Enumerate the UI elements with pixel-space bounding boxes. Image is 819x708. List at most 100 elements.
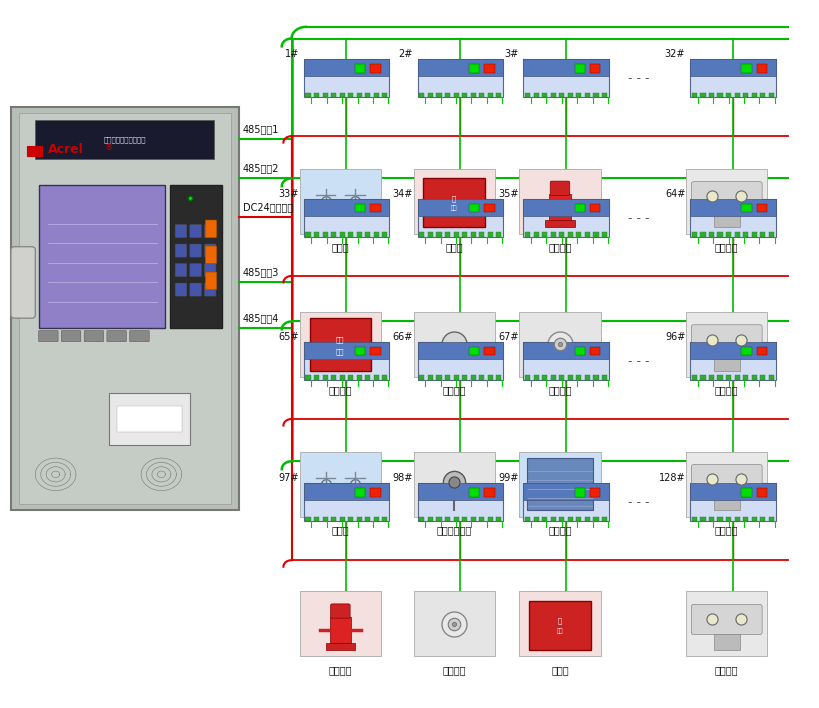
FancyBboxPatch shape <box>602 232 607 237</box>
Text: - - -: - - - <box>627 355 649 367</box>
FancyBboxPatch shape <box>594 375 599 380</box>
FancyBboxPatch shape <box>726 517 731 521</box>
FancyBboxPatch shape <box>373 517 379 521</box>
FancyBboxPatch shape <box>757 204 767 212</box>
FancyBboxPatch shape <box>735 93 740 97</box>
Text: 98#: 98# <box>392 474 413 484</box>
FancyBboxPatch shape <box>304 484 389 501</box>
FancyBboxPatch shape <box>437 232 441 237</box>
FancyBboxPatch shape <box>559 232 564 237</box>
FancyBboxPatch shape <box>585 375 590 380</box>
FancyBboxPatch shape <box>542 232 547 237</box>
FancyBboxPatch shape <box>479 232 484 237</box>
FancyBboxPatch shape <box>116 406 182 432</box>
FancyBboxPatch shape <box>534 232 539 237</box>
Text: 67#: 67# <box>498 332 518 342</box>
FancyBboxPatch shape <box>190 224 201 238</box>
FancyBboxPatch shape <box>462 232 467 237</box>
FancyBboxPatch shape <box>373 375 379 380</box>
FancyBboxPatch shape <box>373 232 379 237</box>
FancyBboxPatch shape <box>370 204 381 212</box>
FancyBboxPatch shape <box>454 93 459 97</box>
FancyBboxPatch shape <box>340 232 345 237</box>
FancyBboxPatch shape <box>525 93 530 97</box>
FancyBboxPatch shape <box>304 59 389 76</box>
FancyBboxPatch shape <box>348 93 353 97</box>
FancyBboxPatch shape <box>414 452 495 517</box>
FancyBboxPatch shape <box>523 59 609 97</box>
FancyBboxPatch shape <box>310 318 371 370</box>
Text: 33#: 33# <box>278 189 299 199</box>
Text: 消防栓: 消防栓 <box>446 242 463 252</box>
FancyBboxPatch shape <box>175 283 187 296</box>
FancyBboxPatch shape <box>414 591 495 656</box>
FancyBboxPatch shape <box>691 605 762 634</box>
FancyBboxPatch shape <box>523 484 609 521</box>
FancyBboxPatch shape <box>84 331 104 342</box>
FancyBboxPatch shape <box>304 484 389 521</box>
FancyBboxPatch shape <box>769 375 774 380</box>
FancyBboxPatch shape <box>107 331 126 342</box>
FancyBboxPatch shape <box>205 283 216 296</box>
FancyBboxPatch shape <box>594 517 599 521</box>
FancyBboxPatch shape <box>175 224 187 238</box>
FancyBboxPatch shape <box>568 232 573 237</box>
FancyBboxPatch shape <box>419 517 424 521</box>
Text: 应急照明: 应急照明 <box>715 525 739 535</box>
FancyBboxPatch shape <box>760 232 765 237</box>
Text: 128#: 128# <box>658 474 686 484</box>
FancyBboxPatch shape <box>304 59 389 97</box>
FancyBboxPatch shape <box>726 93 731 97</box>
FancyBboxPatch shape <box>370 64 381 72</box>
FancyBboxPatch shape <box>300 169 381 234</box>
FancyBboxPatch shape <box>340 517 345 521</box>
FancyBboxPatch shape <box>437 375 441 380</box>
FancyBboxPatch shape <box>545 220 575 227</box>
FancyBboxPatch shape <box>760 375 765 380</box>
FancyBboxPatch shape <box>454 232 459 237</box>
FancyBboxPatch shape <box>355 64 365 72</box>
FancyBboxPatch shape <box>590 489 600 496</box>
FancyBboxPatch shape <box>445 375 450 380</box>
Text: 防栓: 防栓 <box>557 628 563 634</box>
Text: 485总线1: 485总线1 <box>242 124 279 134</box>
FancyBboxPatch shape <box>519 452 600 517</box>
FancyBboxPatch shape <box>709 93 714 97</box>
FancyBboxPatch shape <box>175 244 187 257</box>
FancyBboxPatch shape <box>709 517 714 521</box>
FancyBboxPatch shape <box>419 375 424 380</box>
FancyBboxPatch shape <box>496 375 501 380</box>
Text: 应急照明: 应急照明 <box>715 385 739 395</box>
FancyBboxPatch shape <box>370 347 381 355</box>
FancyBboxPatch shape <box>686 591 767 656</box>
FancyBboxPatch shape <box>454 517 459 521</box>
FancyBboxPatch shape <box>590 347 600 355</box>
FancyBboxPatch shape <box>568 93 573 97</box>
FancyBboxPatch shape <box>568 375 573 380</box>
FancyBboxPatch shape <box>575 489 585 496</box>
FancyBboxPatch shape <box>445 517 450 521</box>
FancyBboxPatch shape <box>428 375 433 380</box>
FancyBboxPatch shape <box>469 489 479 496</box>
Text: 防火卷帘: 防火卷帘 <box>548 525 572 535</box>
FancyBboxPatch shape <box>418 59 503 76</box>
FancyBboxPatch shape <box>190 263 201 277</box>
FancyBboxPatch shape <box>575 64 585 72</box>
Text: 楼宇应急广播: 楼宇应急广播 <box>437 525 472 535</box>
FancyBboxPatch shape <box>717 93 722 97</box>
FancyBboxPatch shape <box>602 517 607 521</box>
FancyBboxPatch shape <box>304 199 389 216</box>
FancyBboxPatch shape <box>190 244 201 257</box>
FancyBboxPatch shape <box>428 517 433 521</box>
FancyBboxPatch shape <box>523 199 609 216</box>
FancyBboxPatch shape <box>550 93 556 97</box>
FancyBboxPatch shape <box>27 146 42 156</box>
FancyBboxPatch shape <box>323 375 328 380</box>
FancyBboxPatch shape <box>760 517 765 521</box>
FancyBboxPatch shape <box>355 489 365 496</box>
FancyBboxPatch shape <box>577 232 581 237</box>
FancyBboxPatch shape <box>355 204 365 212</box>
FancyBboxPatch shape <box>462 375 467 380</box>
FancyBboxPatch shape <box>690 484 776 501</box>
FancyBboxPatch shape <box>713 211 740 227</box>
